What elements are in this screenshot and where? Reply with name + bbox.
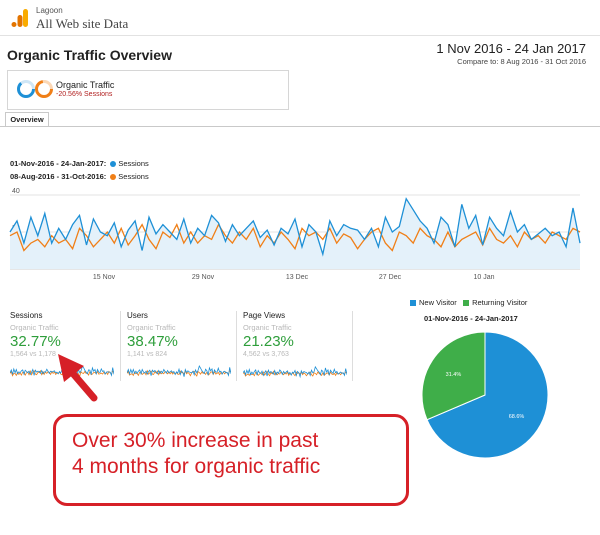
segment-card[interactable] (7, 70, 289, 110)
compare-date-range: Compare to: 8 Aug 2016 - 31 Oct 2016 (457, 57, 586, 66)
metric-segment: Organic Traffic (10, 323, 59, 332)
metric-tile-sessions[interactable]: Sessions Organic Traffic 32.77% 1,564 vs… (10, 311, 120, 381)
segment-donut-icons (17, 80, 53, 98)
legend-previous-range: 08-Aug-2016 - 31-Oct-2016: (10, 172, 107, 181)
legend-new-swatch (410, 300, 416, 307)
x-tick-label: 10 Jan (473, 274, 494, 281)
legend-current-dot (110, 161, 117, 168)
date-range-selector[interactable]: 1 Nov 2016 - 24 Jan 2017 (436, 41, 586, 56)
y-tick-label: 40 (12, 188, 20, 195)
annotation-callout: Over 30% increase in past 4 months for o… (53, 414, 409, 506)
header-divider (0, 35, 600, 36)
series-line-current (9, 197, 581, 257)
legend-returning-label: Returning Visitor (472, 298, 528, 307)
metric-tile-users[interactable]: Users Organic Traffic 38.47% 1,141 vs 82… (127, 311, 237, 381)
pie-slice-returning-visitor (421, 331, 486, 421)
x-tick-label: 15 Nov (93, 274, 116, 281)
metric-sparkline (127, 364, 231, 377)
tile-divider (236, 311, 237, 381)
pie-legend: New Visitor Returning Visitor (410, 298, 527, 307)
metric-segment: Organic Traffic (243, 323, 292, 332)
tab-overview[interactable]: Overview (5, 112, 49, 127)
property-view-selector[interactable]: All Web site Data (36, 16, 129, 31)
metric-change: 32.77% (10, 333, 61, 350)
metric-compare: 1,141 vs 824 (127, 351, 168, 358)
metric-name: Sessions (10, 311, 43, 320)
tile-divider (352, 311, 353, 381)
sparkline-series (127, 364, 231, 377)
pie-slice-label: 68.6% (509, 414, 525, 420)
x-tick-label: 29 Nov (192, 274, 215, 281)
legend-returning-swatch (463, 300, 470, 307)
account-sub-label[interactable]: Lagoon (36, 6, 63, 15)
visitor-type-pie-chart[interactable]: 68.6% 31.4% (420, 330, 550, 460)
legend-new-label: New Visitor (419, 298, 457, 307)
metric-name: Page Views (243, 311, 286, 320)
metric-change: 21.23% (243, 333, 294, 350)
legend-current: 01-Nov-2016 - 24-Jan-2017: Sessions (10, 159, 149, 168)
segment-change: -20.56% Sessions (56, 91, 113, 98)
metric-segment: Organic Traffic (127, 323, 176, 332)
sparkline-series (243, 365, 347, 379)
tile-divider (120, 311, 121, 381)
x-tick-label: 13 Dec (286, 274, 309, 281)
metric-sparkline (243, 365, 347, 379)
legend-previous: 08-Aug-2016 - 31-Oct-2016: Sessions (10, 172, 149, 181)
metric-change: 38.47% (127, 333, 178, 350)
series-area-current (10, 198, 580, 269)
metric-compare: 1,564 vs 1,178 (10, 351, 56, 358)
legend-previous-dot (110, 174, 117, 181)
google-analytics-logo (11, 9, 28, 27)
callout-line-1: Over 30% increase in past (72, 429, 319, 452)
legend-previous-series: Sessions (118, 172, 149, 181)
metric-sparkline (10, 365, 114, 377)
callout-line-2: 4 months for organic traffic (72, 455, 321, 478)
x-tick-label: 27 Dec (379, 274, 402, 281)
metric-name: Users (127, 311, 148, 320)
pie-slice-new-visitor (426, 331, 549, 459)
metric-tile-page-views[interactable]: Page Views Organic Traffic 21.23% 4,562 … (243, 311, 353, 381)
legend-current-series: Sessions (118, 159, 149, 168)
pie-slice-label: 31.4% (446, 372, 462, 378)
legend-current-range: 01-Nov-2016 - 24-Jan-2017: (10, 159, 107, 168)
pie-title: 01-Nov-2016 - 24-Jan-2017 (424, 314, 518, 323)
metric-compare: 4,562 vs 3,763 (243, 351, 289, 358)
page-title: Organic Traffic Overview (7, 47, 172, 63)
segment-label: Organic Traffic (56, 80, 115, 90)
tab-baseline (0, 126, 600, 127)
